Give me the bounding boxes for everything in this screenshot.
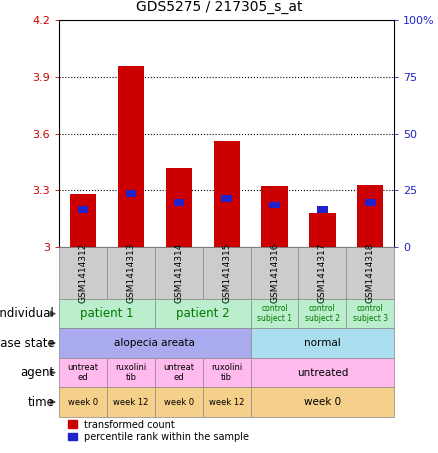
Text: GSM1414313: GSM1414313: [127, 243, 135, 303]
Text: individual: individual: [0, 307, 55, 320]
Bar: [166, 168, 192, 247]
Text: week 0: week 0: [68, 398, 98, 406]
Text: disease state: disease state: [0, 337, 55, 350]
Bar: [309, 213, 336, 247]
Text: normal: normal: [304, 338, 341, 348]
Bar: [78, 206, 88, 213]
Legend: transformed count, percentile rank within the sample: transformed count, percentile rank withi…: [64, 416, 253, 446]
Text: control
subject 3: control subject 3: [353, 304, 388, 323]
Text: ruxolini
tib: ruxolini tib: [211, 363, 242, 382]
Text: untreat
ed: untreat ed: [163, 363, 194, 382]
Bar: [118, 66, 144, 247]
Text: GSM1414315: GSM1414315: [222, 243, 231, 303]
Text: ruxolini
tib: ruxolini tib: [115, 363, 147, 382]
Bar: [126, 190, 136, 197]
Text: week 12: week 12: [209, 398, 244, 406]
Text: GSM1414314: GSM1414314: [174, 243, 183, 303]
Text: week 0: week 0: [164, 398, 194, 406]
Text: patient 1: patient 1: [80, 307, 134, 320]
Bar: [70, 194, 96, 247]
Text: alopecia areata: alopecia areata: [114, 338, 195, 348]
Text: time: time: [28, 395, 55, 409]
Bar: [269, 202, 280, 208]
Text: GSM1414316: GSM1414316: [270, 243, 279, 303]
Text: untreat
ed: untreat ed: [67, 363, 99, 382]
Text: agent: agent: [21, 366, 55, 379]
Bar: [173, 199, 184, 206]
Bar: [357, 185, 383, 247]
Text: control
subject 1: control subject 1: [257, 304, 292, 323]
Bar: [365, 199, 375, 206]
Text: GSM1414318: GSM1414318: [366, 243, 375, 303]
Bar: [317, 206, 328, 213]
Bar: [221, 195, 232, 202]
Text: week 12: week 12: [113, 398, 148, 406]
Bar: [213, 141, 240, 247]
Bar: [261, 187, 288, 247]
Text: GDS5275 / 217305_s_at: GDS5275 / 217305_s_at: [136, 0, 302, 14]
Text: control
subject 2: control subject 2: [305, 304, 340, 323]
Text: week 0: week 0: [304, 397, 341, 407]
Text: GSM1414312: GSM1414312: [78, 243, 88, 303]
Text: untreated: untreated: [297, 367, 348, 378]
Text: patient 2: patient 2: [176, 307, 230, 320]
Text: GSM1414317: GSM1414317: [318, 243, 327, 303]
